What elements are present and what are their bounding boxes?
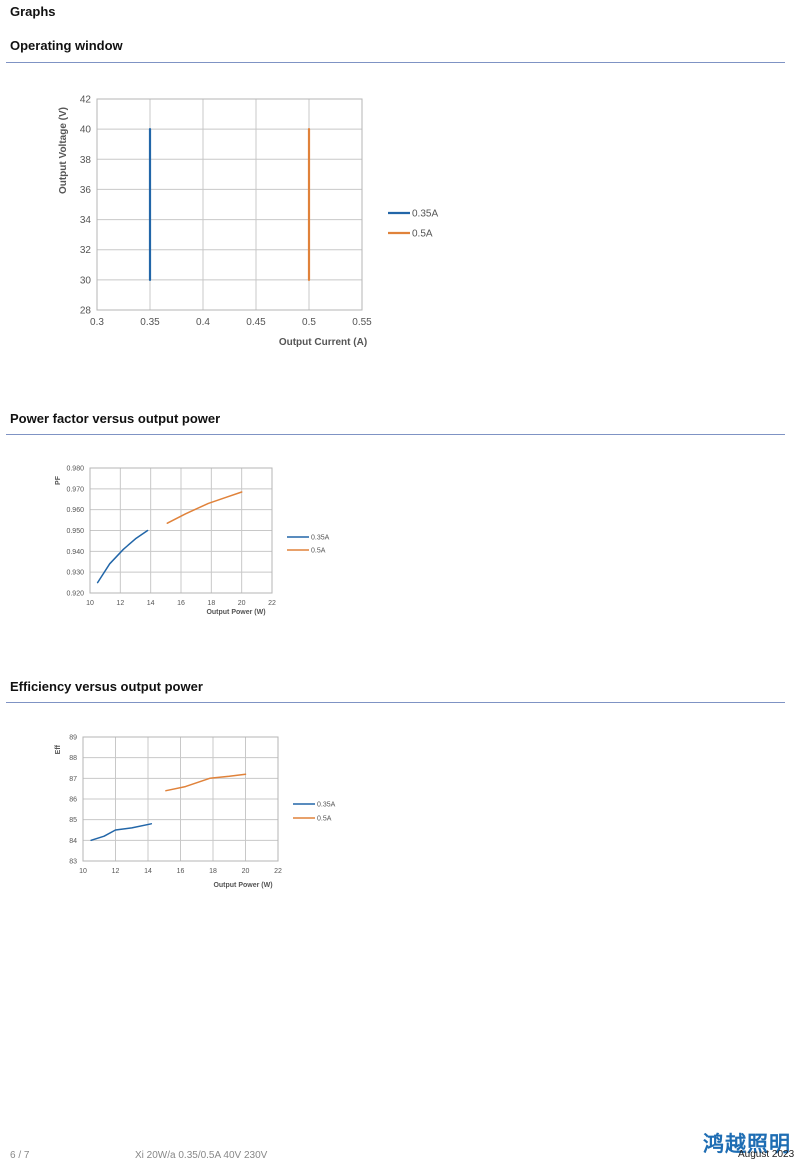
series-line-0.5A bbox=[166, 491, 243, 524]
x-tick-label: 14 bbox=[144, 868, 152, 875]
section-divider bbox=[6, 62, 785, 63]
page-title: Graphs bbox=[10, 4, 56, 19]
x-axis-label: Output Power (W) bbox=[206, 609, 265, 616]
y-tick-label: 0.930 bbox=[66, 570, 84, 577]
y-tick-label: 0.920 bbox=[66, 590, 84, 597]
section-title-power-factor: Power factor versus output power bbox=[10, 411, 221, 426]
legend-label: 0.5A bbox=[317, 815, 332, 822]
y-axis-label: Eff bbox=[55, 744, 62, 754]
x-tick-label: 20 bbox=[242, 868, 250, 875]
x-tick-label: 0.45 bbox=[246, 317, 266, 328]
x-tick-label: 20 bbox=[238, 600, 246, 607]
y-tick-label: 0.960 bbox=[66, 507, 84, 514]
legend-label: 0.35A bbox=[317, 801, 336, 808]
power-factor-chart: 10 12 14 16 18 20 22 0.920 0.930 0.940 0.950 0.960 0… bbox=[55, 465, 330, 616]
section-title-operating-window: Operating window bbox=[10, 38, 123, 53]
x-tick-label: 12 bbox=[116, 600, 124, 607]
x-tick-label: 14 bbox=[147, 600, 155, 607]
y-tick-label: 36 bbox=[80, 185, 92, 196]
legend-label: 0.35A bbox=[311, 534, 330, 541]
x-tick-label: 18 bbox=[207, 600, 215, 607]
x-tick-label: 0.3 bbox=[90, 317, 104, 328]
x-tick-label: 22 bbox=[268, 600, 276, 607]
y-tick-label: 87 bbox=[69, 776, 77, 783]
footer-document-name: Xi 20W/a 0.35/0.5A 40V 230V bbox=[135, 1150, 268, 1161]
x-tick-label: 10 bbox=[86, 600, 94, 607]
x-tick-label: 16 bbox=[177, 600, 185, 607]
x-tick-label: 10 bbox=[79, 868, 87, 875]
y-tick-label: 89 bbox=[69, 734, 77, 741]
series-line-0.35A bbox=[90, 823, 153, 842]
x-axis-label: Output Current (A) bbox=[279, 337, 367, 348]
y-tick-label: 86 bbox=[69, 796, 77, 803]
x-tick-label: 0.4 bbox=[196, 317, 210, 328]
y-tick-label: 84 bbox=[69, 838, 77, 845]
efficiency-chart: 10 12 14 16 18 20 22 83 84 85 86 87 88 89 Output Power… bbox=[55, 734, 336, 889]
plot-area-border bbox=[82, 736, 279, 862]
y-tick-label: 40 bbox=[80, 125, 92, 136]
y-tick-label: 34 bbox=[80, 215, 92, 226]
y-tick-label: 28 bbox=[80, 306, 92, 317]
x-tick-label: 18 bbox=[209, 868, 217, 875]
series-line-0.5A bbox=[165, 773, 247, 792]
y-tick-label: 83 bbox=[69, 858, 77, 865]
y-axis-label: PF bbox=[55, 475, 62, 485]
legend-label: 0.5A bbox=[412, 229, 433, 240]
section-divider bbox=[6, 702, 785, 703]
plot-area-border bbox=[89, 467, 273, 594]
x-tick-label: 22 bbox=[274, 868, 282, 875]
y-tick-label: 88 bbox=[69, 755, 77, 762]
x-tick-label: 16 bbox=[177, 868, 185, 875]
company-logo: 鸿越照明 bbox=[703, 1132, 791, 1156]
x-tick-label: 0.55 bbox=[352, 317, 372, 328]
section-divider bbox=[6, 434, 785, 435]
x-tick-label: 0.35 bbox=[140, 317, 160, 328]
x-axis-label: Output Power (W) bbox=[213, 882, 272, 889]
y-axis-label: Output Voltage (V) bbox=[58, 107, 69, 194]
y-tick-label: 85 bbox=[69, 817, 77, 824]
legend-label: 0.35A bbox=[412, 209, 438, 220]
y-tick-label: 42 bbox=[80, 95, 92, 106]
y-tick-label: 0.950 bbox=[66, 528, 84, 535]
section-title-efficiency: Efficiency versus output power bbox=[10, 679, 203, 694]
y-tick-label: 38 bbox=[80, 155, 92, 166]
legend-label: 0.5A bbox=[311, 547, 326, 554]
y-tick-label: 32 bbox=[80, 245, 92, 256]
y-tick-label: 0.980 bbox=[66, 465, 84, 472]
x-tick-label: 0.5 bbox=[302, 317, 316, 328]
footer-page-number: 6 / 7 bbox=[10, 1150, 30, 1161]
series-line-0.35A bbox=[96, 529, 149, 584]
y-tick-label: 0.940 bbox=[66, 549, 84, 556]
y-tick-label: 0.970 bbox=[66, 486, 84, 493]
operating-window-chart: 0.3 0.35 0.4 0.45 0.5 0.55 28 30 32 34 36 38 40 42 Out… bbox=[58, 95, 438, 349]
x-tick-label: 12 bbox=[112, 868, 120, 875]
footer-date: August 2023 bbox=[738, 1149, 795, 1160]
y-tick-label: 30 bbox=[80, 275, 92, 286]
plot-area-border bbox=[96, 98, 363, 311]
